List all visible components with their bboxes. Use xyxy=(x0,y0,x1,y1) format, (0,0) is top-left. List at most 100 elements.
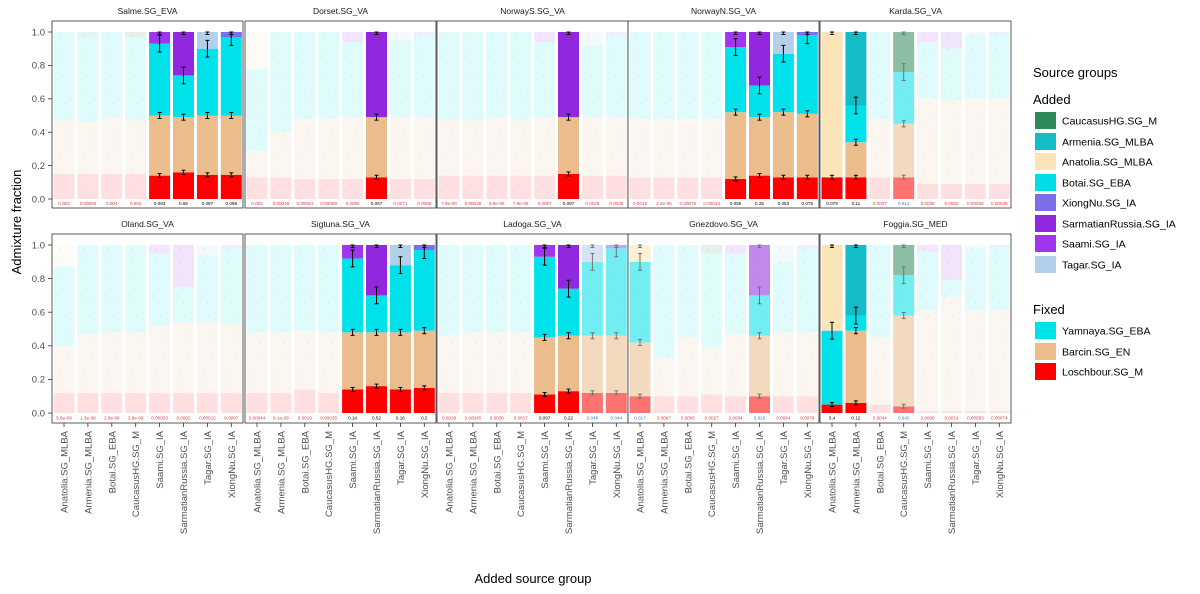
jitter-dot xyxy=(397,62,400,64)
jitter-dot xyxy=(996,275,998,277)
jitter-dot xyxy=(469,261,471,264)
panel: Dorset.SG_VA 0.002 0.00048 0.00064 0.00089 0.… xyxy=(244,6,437,209)
jitter-dot xyxy=(589,62,592,64)
jitter-dot xyxy=(155,383,158,385)
jitter-dot xyxy=(352,102,355,105)
jitter-dot xyxy=(803,383,805,385)
jitter-dot xyxy=(179,383,182,385)
bar-segment-loschbour xyxy=(749,175,770,199)
jitter-dot xyxy=(66,342,68,345)
jitter-dot xyxy=(802,369,804,372)
bar-stack xyxy=(294,245,316,413)
jitter-dot xyxy=(544,102,547,105)
jitter-dot xyxy=(683,35,685,37)
jitter-dot xyxy=(641,116,643,118)
jitter-dot xyxy=(691,356,693,358)
bar-stack xyxy=(462,245,484,413)
bar-segment-added xyxy=(821,245,843,331)
jitter-dot xyxy=(301,261,303,264)
panel-title: Oland.SG_VA xyxy=(121,219,174,229)
jitter-dot xyxy=(303,288,305,291)
jitter-dot xyxy=(659,35,661,37)
jitter-dot xyxy=(712,102,714,105)
bar-stack xyxy=(869,245,891,413)
p-value-label: 0.25 xyxy=(755,201,764,206)
x-tick-label: Saami.SG_IA xyxy=(155,430,166,488)
jitter-dot xyxy=(61,275,63,277)
jitter-dot xyxy=(328,89,330,91)
jitter-dot xyxy=(154,248,157,250)
bar-segment-barcin xyxy=(270,132,292,178)
p-value-label: 0.0062 xyxy=(944,201,958,206)
jitter-dot xyxy=(661,62,663,64)
bar-segment-added xyxy=(917,32,939,43)
bar-segment-yamnaya xyxy=(869,245,891,338)
jitter-dot xyxy=(499,342,501,345)
bar-segment-barcin xyxy=(53,345,75,393)
jitter-dot xyxy=(708,261,710,264)
jitter-dot xyxy=(83,248,85,250)
legend-swatch xyxy=(1035,256,1056,273)
jitter-dot xyxy=(304,302,306,304)
jitter-dot xyxy=(666,342,668,345)
jitter-dot xyxy=(257,315,259,318)
jitter-dot xyxy=(953,129,956,132)
jitter-dot xyxy=(997,288,999,291)
bar-stack xyxy=(701,245,723,413)
jitter-dot xyxy=(731,261,734,264)
legend-fixed-title: Fixed xyxy=(1033,302,1065,317)
legend-swatch xyxy=(1035,363,1056,380)
jitter-dot xyxy=(67,143,69,145)
jitter-dot xyxy=(711,89,713,91)
jitter-dot xyxy=(687,302,689,304)
jitter-dot xyxy=(926,89,929,91)
jitter-dot xyxy=(611,35,613,37)
jitter-dot xyxy=(946,248,949,250)
bar-segment-yamnaya xyxy=(173,287,194,323)
p-value-label: 0.002 xyxy=(58,201,70,206)
jitter-dot xyxy=(804,396,806,399)
bar-stack xyxy=(725,245,747,413)
jitter-dot xyxy=(546,129,549,132)
bar-segment-added xyxy=(941,245,962,281)
x-tick-label: Botai.SG_EBA xyxy=(875,430,886,493)
bar-stack xyxy=(53,245,75,413)
bar-segment-yamnaya xyxy=(510,32,532,121)
p-value-label: 0.076 xyxy=(802,201,814,206)
jitter-dot xyxy=(230,302,232,304)
jitter-dot xyxy=(659,248,661,250)
jitter-dot xyxy=(522,116,524,118)
jitter-dot xyxy=(470,183,472,186)
jitter-dot xyxy=(204,275,207,277)
p-value-label: 0.0066 xyxy=(346,201,360,206)
panel-title: NorwayN.SG_VA xyxy=(691,6,756,16)
jitter-dot xyxy=(922,35,925,37)
bar-segment-barcin xyxy=(796,113,818,178)
jitter-dot xyxy=(107,35,109,37)
legend-swatch xyxy=(1035,215,1056,232)
jitter-dot xyxy=(972,183,975,186)
jitter-dot xyxy=(616,102,618,105)
x-tick-label: Botai.SG_EBA xyxy=(492,430,503,493)
bar-segment-barcin xyxy=(366,332,387,387)
jitter-dot xyxy=(330,116,332,118)
jitter-dot xyxy=(803,261,805,264)
jitter-dot xyxy=(730,369,733,372)
jitter-dot xyxy=(804,275,806,277)
jitter-dot xyxy=(494,62,496,64)
jitter-dot xyxy=(923,170,926,172)
jitter-dot xyxy=(304,89,306,91)
jitter-dot xyxy=(87,302,89,304)
panel-frame xyxy=(819,20,1012,209)
jitter-dot xyxy=(1000,116,1002,118)
legend-label: SarmatianRussia.SG_IA xyxy=(1062,219,1176,231)
jitter-dot xyxy=(713,116,715,118)
panel: NorwayN.SG_VA 0.0016 2.3e-06 0.00076 0.00014… xyxy=(627,6,820,209)
bar-segment-loschbour xyxy=(964,411,986,413)
jitter-dot xyxy=(347,35,350,37)
bar-segment-added xyxy=(964,245,986,249)
jitter-dot xyxy=(399,89,402,91)
jitter-dot xyxy=(331,129,333,132)
jitter-dot xyxy=(780,275,783,277)
legend-swatch xyxy=(1035,194,1056,211)
